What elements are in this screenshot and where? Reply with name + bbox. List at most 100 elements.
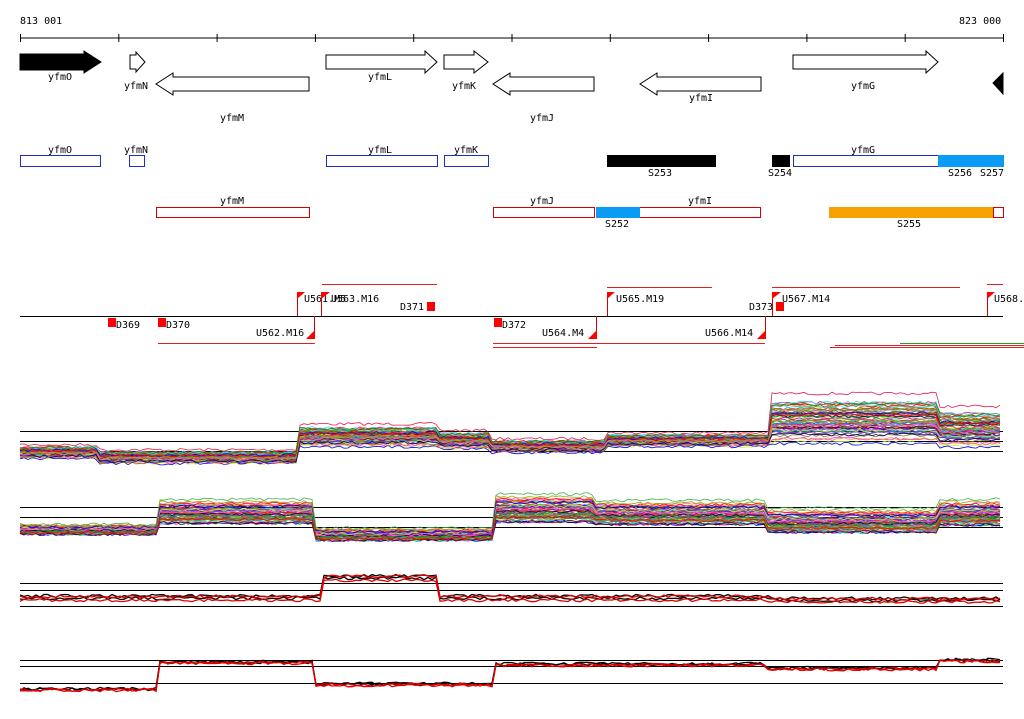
- sense-label-yfmG: yfmG: [851, 145, 875, 156]
- gene-label-yfmI: yfmI: [689, 93, 713, 104]
- antisense-box-yfmM[interactable]: [156, 207, 310, 218]
- breakpoint-label-D369: D369: [116, 320, 140, 331]
- segment-label-S254: S254: [768, 168, 792, 179]
- segment-S253[interactable]: [607, 155, 716, 167]
- expression-trace: [19, 419, 1001, 460]
- expression-trace: [19, 411, 1001, 458]
- upshift-label-U568: U568.: [994, 294, 1024, 305]
- segment-label-S252: S252: [605, 219, 629, 230]
- expression-trace: [19, 516, 1001, 541]
- expression-lines-sense: [19, 391, 1001, 466]
- segment-S255[interactable]: [829, 207, 993, 218]
- expression-trace: [19, 402, 1001, 455]
- expression-panel-sense-average: [19, 573, 1003, 607]
- gene-arrow-track: yfmO yfmN yfmM yfmL yfmK yfmJ yfmI yfmG: [19, 49, 1004, 124]
- expression-trace: [19, 436, 1001, 465]
- gene-label-yfmL: yfmL: [368, 72, 392, 83]
- expression-trace: [19, 391, 1001, 452]
- coord-start: 813 001: [20, 16, 62, 27]
- sense-label-yfmO: yfmO: [48, 145, 72, 156]
- gene-arrow-yfmM[interactable]: [155, 72, 310, 96]
- expression-trace: [19, 519, 1001, 542]
- ruler: [20, 34, 1004, 42]
- expression-trace: [19, 423, 1001, 461]
- upshift-label-U561: U561.M5: [304, 294, 346, 305]
- upshift-U565[interactable]: U565.M19: [607, 292, 664, 316]
- sense-box-yfmL[interactable]: [326, 155, 438, 167]
- upshift-U563[interactable]: U563.M16: [321, 292, 379, 316]
- sense-label-yfmN: yfmN: [124, 145, 148, 156]
- gene-arrow-yfmK[interactable]: [443, 49, 489, 75]
- expression-trace: [19, 509, 1001, 538]
- breakpoint-D371[interactable]: D371: [400, 302, 435, 313]
- gene-arrow-yfmI[interactable]: [639, 72, 762, 96]
- expression-trace: [19, 511, 1001, 539]
- expression-trace: [19, 499, 1001, 534]
- breakpoint-D369[interactable]: D369: [108, 318, 140, 331]
- segment-label-S255: S255: [897, 219, 921, 230]
- expression-trace: [19, 504, 1001, 536]
- downshift-label-U562: U562.M16: [256, 328, 304, 339]
- expression-panel-antisense-conditions: [19, 492, 1003, 542]
- gene-arrow-yfmO[interactable]: [19, 50, 102, 74]
- gene-arrow-partial-right[interactable]: [992, 71, 1004, 96]
- gene-arrow-yfmL[interactable]: [325, 49, 438, 75]
- expression-lines-antisense: [19, 492, 1001, 542]
- shift-breakpoint-track: U561.M5 U563.M16 U565.M19 U567.M14 U568.: [20, 284, 1024, 348]
- segment-S252[interactable]: [596, 207, 640, 218]
- downshift-U562[interactable]: U562.M16: [256, 316, 315, 339]
- downshift-label-U566: U566.M14: [705, 328, 753, 339]
- segment-label-S256: S256: [948, 168, 972, 179]
- upshift-U567[interactable]: U567.M14: [772, 292, 830, 316]
- upshift-label-U563: U563.M16: [331, 294, 379, 305]
- expression-trace: [19, 515, 1001, 540]
- breakpoint-D372[interactable]: D372: [494, 318, 526, 331]
- gene-arrow-yfmG[interactable]: [792, 49, 939, 75]
- antisense-label-yfmI: yfmI: [688, 196, 712, 207]
- sense-box-yfmK[interactable]: [444, 155, 489, 167]
- gene-label-yfmJ: yfmJ: [530, 113, 554, 124]
- segment-S256[interactable]: [938, 155, 1004, 167]
- expression-panel-antisense-average: [19, 657, 1003, 693]
- gene-label-yfmK: yfmK: [452, 81, 476, 92]
- expression-lines-sense-average: [19, 573, 1001, 604]
- breakpoint-label-D371: D371: [400, 302, 424, 313]
- gene-label-yfmO: yfmO: [48, 72, 72, 83]
- expression-trace: [19, 659, 1000, 693]
- expression-trace: [19, 578, 1001, 604]
- expression-trace: [19, 519, 1001, 542]
- gene-label-yfmN: yfmN: [124, 81, 148, 92]
- sense-box-yfmO[interactable]: [20, 155, 101, 167]
- upshift-label-U567: U567.M14: [782, 294, 830, 305]
- downshift-U566[interactable]: U566.M14: [705, 316, 766, 339]
- expression-panel-sense-conditions: [19, 391, 1003, 466]
- breakpoint-D370[interactable]: D370: [158, 318, 190, 331]
- expression-trace: [19, 492, 1001, 531]
- coord-end: 823 000: [959, 16, 1001, 27]
- gene-arrow-yfmN[interactable]: [129, 50, 146, 74]
- gene-label-yfmM: yfmM: [220, 113, 244, 124]
- breakpoint-label-D372: D372: [502, 320, 526, 331]
- segment-S255-end[interactable]: [993, 207, 1004, 218]
- segment-label-S257: S257: [980, 168, 1004, 179]
- breakpoint-label-D373: D373: [749, 302, 773, 313]
- gene-label-yfmG: yfmG: [851, 81, 875, 92]
- expression-lines-antisense-average: [19, 657, 1001, 693]
- antisense-box-yfmJ[interactable]: [493, 207, 595, 218]
- expression-trace: [19, 500, 1001, 534]
- breakpoint-label-D370: D370: [166, 320, 190, 331]
- gene-arrow-yfmJ[interactable]: [492, 72, 595, 96]
- ruler-ticks: [20, 34, 1004, 42]
- segment-S254[interactable]: [772, 155, 790, 167]
- expression-trace: [19, 412, 1001, 458]
- antisense-label-yfmJ: yfmJ: [530, 196, 554, 207]
- downshift-U564[interactable]: U564.M4: [542, 316, 597, 339]
- upshift-U568[interactable]: U568.: [987, 292, 1024, 316]
- sense-feature-track: yfmO yfmN yfmL yfmK S253 S254 yfmG S256 …: [20, 145, 1004, 179]
- upshift-U561[interactable]: U561.M5: [297, 292, 346, 316]
- antisense-label-yfmM: yfmM: [220, 196, 244, 207]
- sense-box-yfmN[interactable]: [129, 155, 145, 167]
- breakpoint-D373[interactable]: D373: [749, 302, 784, 313]
